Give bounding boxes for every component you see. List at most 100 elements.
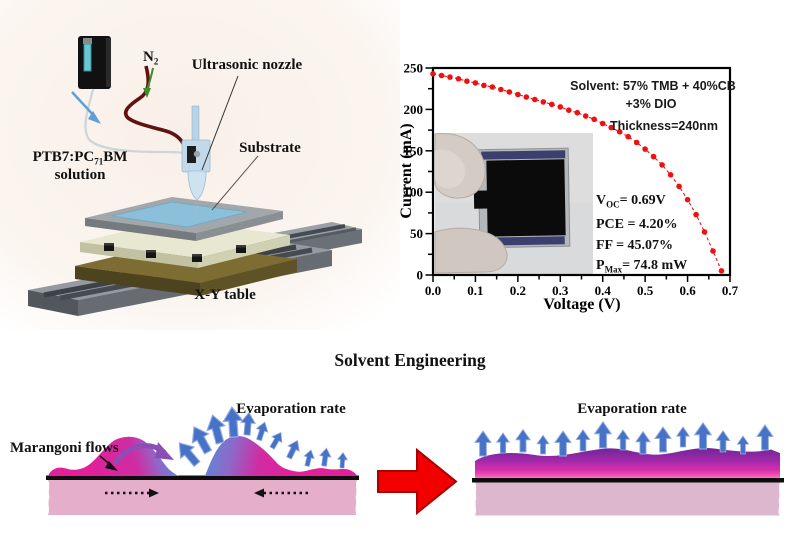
substrate-flow-arrow-right bbox=[105, 488, 159, 498]
nozzle-leader-line bbox=[201, 75, 239, 171]
transition-arrow bbox=[377, 447, 458, 516]
x-tick-label: 0.7 bbox=[722, 283, 739, 298]
n2-label: N2 bbox=[143, 49, 159, 67]
solvent-annotation-line2: +3% DIO bbox=[625, 97, 676, 111]
iv-chart: 0.0 0.1 0.2 0.3 0.4 0.5 0.6 0.7050100150200250 … bbox=[400, 0, 800, 330]
x-tick-label: 0.0 bbox=[425, 283, 441, 298]
ultrasonic-nozzle bbox=[181, 105, 211, 215]
iv-data-point bbox=[515, 91, 521, 98]
solar-cell-device bbox=[473, 147, 571, 249]
gloved-hand bbox=[434, 132, 508, 274]
voc-value: VOC= 0.69V bbox=[596, 193, 666, 210]
syringe bbox=[83, 43, 92, 72]
iv-data-point bbox=[625, 133, 631, 140]
iv-data-point bbox=[608, 124, 614, 131]
iv-data-point bbox=[684, 196, 691, 203]
y-tick-label: 50 bbox=[410, 226, 423, 241]
iv-data-point bbox=[447, 74, 453, 80]
x-tick-label: 0.3 bbox=[552, 283, 569, 298]
substrate-label: Substrate bbox=[239, 140, 301, 156]
y-tick-label: 100 bbox=[404, 185, 424, 200]
y-axis-label: Current (mA) bbox=[400, 123, 415, 218]
solution-label-line2: solution bbox=[55, 167, 107, 183]
iv-data-point bbox=[557, 104, 564, 110]
red-right-arrow-icon bbox=[377, 447, 458, 516]
x-tick-label: 0.2 bbox=[510, 283, 526, 298]
x-tick-label: 0.4 bbox=[595, 283, 612, 298]
y-tick-label: 0 bbox=[417, 268, 424, 283]
iv-data-point bbox=[566, 107, 572, 113]
iv-data-point bbox=[582, 113, 589, 119]
iv-data-point bbox=[599, 120, 606, 127]
iv-data-point bbox=[472, 80, 479, 86]
iv-data-point bbox=[481, 82, 487, 89]
iv-data-point bbox=[464, 78, 470, 84]
pce-value: PCE = 4.20% bbox=[596, 217, 677, 232]
solvent-annotation-line1: Solvent: 57% TMB + 40%CB bbox=[570, 79, 736, 93]
iv-data-point bbox=[650, 153, 657, 160]
iv-data-point bbox=[540, 99, 547, 105]
uniform-film bbox=[475, 447, 780, 478]
iv-data-point bbox=[642, 146, 648, 152]
iv-data-point bbox=[659, 162, 665, 168]
x-tick-label: 0.1 bbox=[467, 283, 483, 298]
n2-flow-arrow bbox=[143, 67, 154, 98]
thickness-annotation: Thickness=240nm bbox=[610, 119, 718, 133]
evaporation-label-right: Evaporation rate bbox=[577, 401, 687, 417]
iv-data-point bbox=[438, 72, 445, 79]
iv-data-point bbox=[718, 268, 725, 274]
y-tick-label: 150 bbox=[404, 143, 424, 158]
iv-data-point bbox=[710, 248, 716, 254]
iv-data-point bbox=[430, 71, 436, 77]
substrate-flow-arrow-left bbox=[254, 488, 308, 498]
surface-line bbox=[472, 478, 784, 483]
inset-device-photo bbox=[434, 132, 593, 274]
x-tick-label: 0.5 bbox=[637, 283, 654, 298]
iv-data-point bbox=[489, 84, 496, 90]
iv-data-point bbox=[633, 139, 640, 146]
marangoni-label: Marangoni flows bbox=[10, 440, 119, 456]
x-axis-label: Voltage (V) bbox=[543, 296, 620, 313]
iv-data-point bbox=[574, 109, 581, 116]
nozzle-label: Ultrasonic nozzle bbox=[192, 57, 303, 73]
iv-data-point bbox=[667, 172, 674, 178]
substrate-leader-line bbox=[211, 155, 259, 211]
ff-value: FF = 45.07% bbox=[596, 238, 673, 253]
iv-data-point bbox=[498, 86, 504, 93]
solution-label-line1: PTB7:PC71BM bbox=[33, 149, 128, 167]
solution-tube bbox=[84, 88, 184, 155]
spray-mist bbox=[195, 202, 199, 215]
plot-frame bbox=[431, 66, 732, 277]
solution-flow-arrow bbox=[71, 91, 101, 124]
substrate-slab bbox=[475, 482, 780, 516]
x-tick-label: 0.6 bbox=[679, 283, 696, 298]
spray-coater-schematic: N2 Ultrasonic nozzle Substrate PTB7:PC71… bbox=[0, 0, 400, 330]
iv-data-point bbox=[455, 76, 462, 82]
y-tick-label: 200 bbox=[404, 102, 424, 117]
substrate-slab bbox=[48, 480, 357, 515]
iv-data-point bbox=[676, 183, 682, 190]
stage-plates bbox=[75, 197, 297, 296]
iv-data-point bbox=[591, 116, 597, 123]
xy-table-label: X-Y table bbox=[194, 287, 256, 303]
iv-data-point bbox=[523, 94, 530, 100]
y-tick-label: 250 bbox=[404, 61, 424, 76]
iv-data-point bbox=[701, 229, 708, 235]
film-before-diagram: Marangoni flows Evaporation rate bbox=[10, 401, 359, 515]
solvent-engineering-title: Solvent Engineering bbox=[334, 350, 486, 370]
evaporation-label-left: Evaporation rate bbox=[236, 401, 346, 417]
film-after-diagram: Evaporation rate bbox=[472, 401, 784, 516]
surface-line bbox=[46, 475, 359, 480]
marangoni-flow-arrow bbox=[113, 442, 174, 465]
marangoni-pointer-arrow bbox=[99, 455, 118, 471]
iv-data-point bbox=[693, 211, 699, 218]
pmax-value: PMax= 74.8 mW bbox=[596, 258, 687, 275]
iv-data-point bbox=[616, 129, 623, 135]
film-bump-2 bbox=[205, 436, 358, 476]
iv-data-point bbox=[532, 96, 538, 103]
iv-data-point bbox=[549, 101, 555, 108]
iv-curve bbox=[430, 71, 725, 274]
syringe-pump bbox=[78, 36, 111, 89]
axis-ticks: 0.0 0.1 0.2 0.3 0.4 0.5 0.6 0.7 0 50 100 150 200 250 bbox=[404, 61, 739, 299]
